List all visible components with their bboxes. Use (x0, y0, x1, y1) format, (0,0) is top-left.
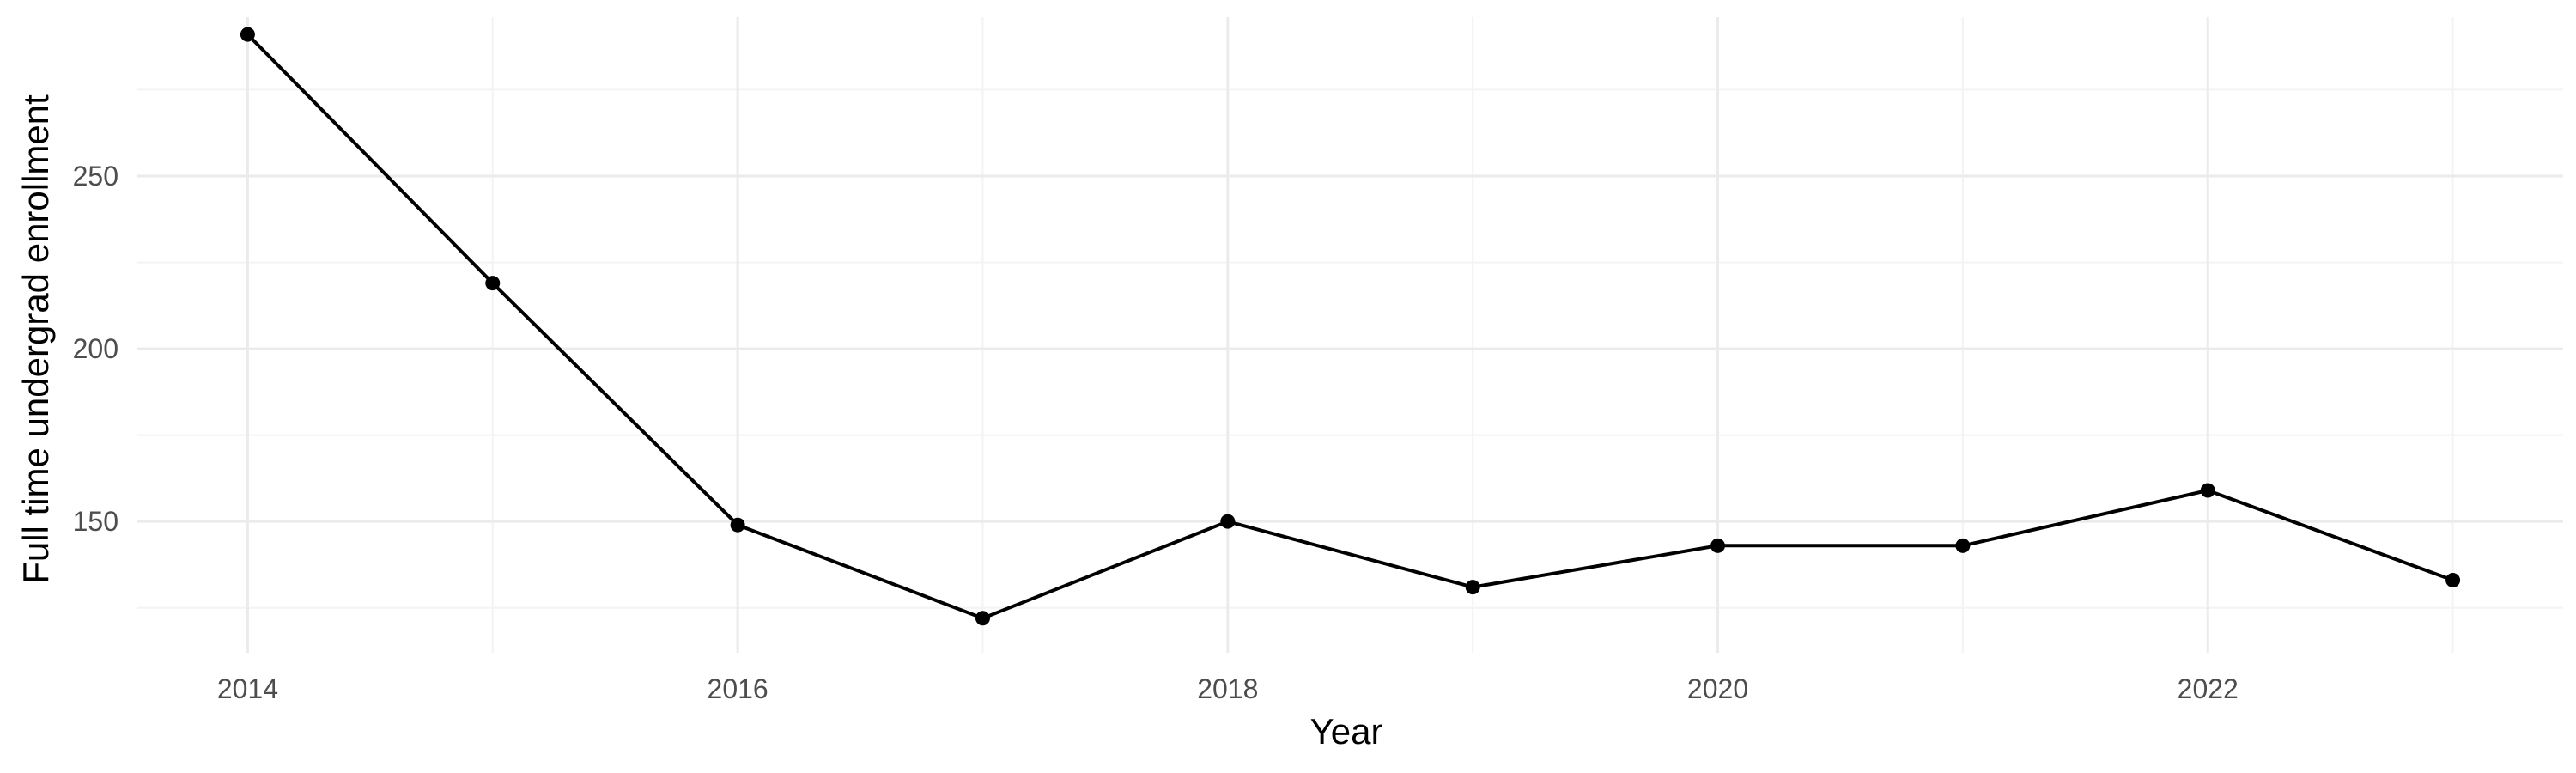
series-layer (240, 27, 2461, 626)
data-point (2200, 483, 2215, 498)
data-point (1710, 538, 1726, 553)
data-point (485, 276, 501, 291)
series-line (246, 33, 2454, 620)
y-tick-label: 250 (73, 161, 118, 192)
x-tick-label: 2020 (1687, 673, 1748, 704)
grid (137, 17, 2563, 653)
data-point (2445, 573, 2461, 588)
x-tick-label: 2014 (217, 673, 278, 704)
data-point (1955, 538, 1971, 553)
y-tick-label: 150 (73, 506, 118, 537)
x-tick-label: 2018 (1197, 673, 1258, 704)
y-axis-ticks: 150 200 250 (73, 161, 118, 537)
data-point (1465, 580, 1480, 595)
y-axis-title: Full time undergrad enrollment (15, 94, 56, 584)
data-point (240, 27, 255, 42)
x-axis-title: Year (1310, 711, 1383, 752)
y-tick-label: 200 (73, 333, 118, 364)
data-point (730, 517, 745, 533)
x-axis-ticks: 2014 2016 2018 2020 2022 (217, 673, 2239, 704)
x-tick-label: 2022 (2178, 673, 2239, 704)
data-point (975, 611, 990, 626)
x-tick-label: 2016 (708, 673, 769, 704)
points-layer (240, 27, 2461, 626)
data-point (1220, 514, 1236, 529)
